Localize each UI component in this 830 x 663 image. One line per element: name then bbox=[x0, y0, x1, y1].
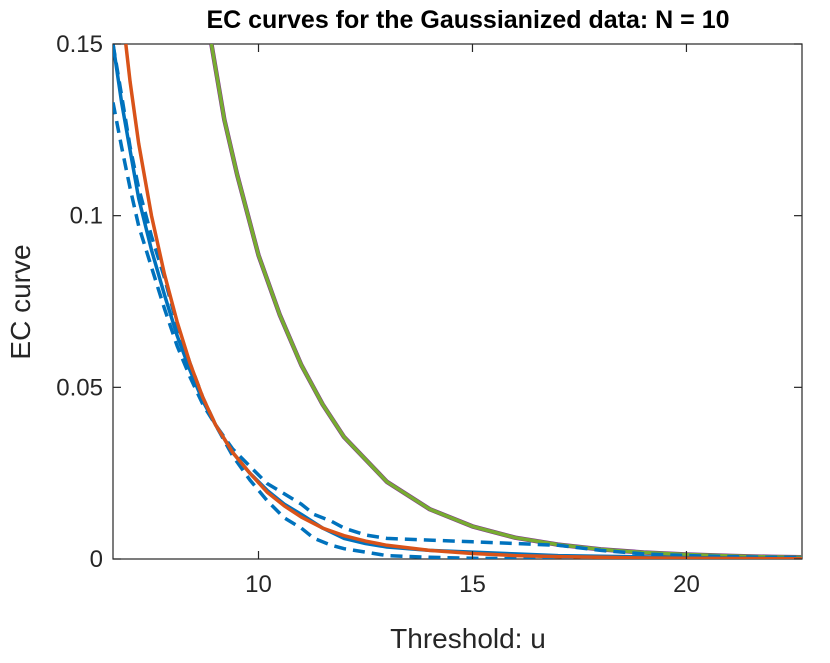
series-1-line bbox=[209, 44, 802, 559]
series-0-line bbox=[209, 44, 802, 559]
axis-ticks: 10 15 20 0 0.05 0.1 0.15 bbox=[56, 31, 802, 598]
series-group bbox=[113, 44, 802, 559]
chart-title: EC curves for the Gaussianized data: N =… bbox=[206, 6, 729, 34]
y-tick-label: 0.1 bbox=[70, 203, 103, 230]
x-tick-label: 20 bbox=[673, 571, 700, 598]
x-axis-label: Threshold: u bbox=[390, 623, 546, 654]
y-tick-label: 0.15 bbox=[56, 31, 103, 58]
series-4-line bbox=[113, 44, 802, 559]
y-tick-label: 0.05 bbox=[56, 374, 103, 401]
series-3-dashed-line bbox=[113, 44, 802, 559]
y-axis-label: EC curve bbox=[5, 244, 36, 359]
y-tick-label: 0 bbox=[90, 546, 103, 573]
plot-area bbox=[112, 43, 803, 560]
x-tick-label: 10 bbox=[245, 571, 272, 598]
series-2-dashed-line bbox=[113, 102, 802, 559]
x-tick-label: 15 bbox=[459, 571, 486, 598]
series-5-line bbox=[124, 44, 802, 559]
